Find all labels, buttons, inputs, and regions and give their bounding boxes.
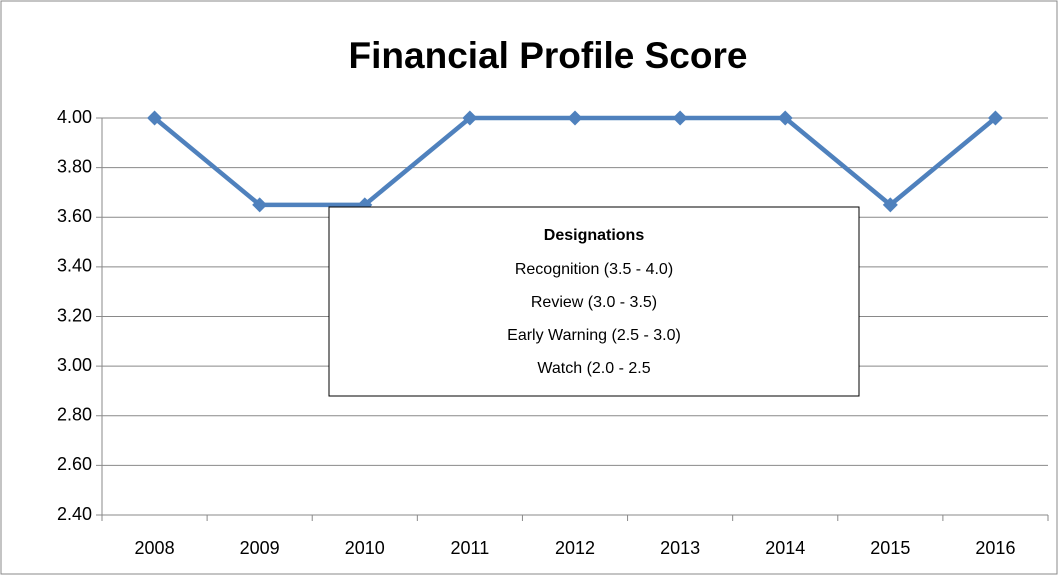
y-tick-label: 2.40 <box>57 504 92 524</box>
x-tick-label: 2010 <box>345 538 385 558</box>
y-tick-label: 2.60 <box>57 454 92 474</box>
annotation: Designations Recognition (3.5 - 4.0) Revie… <box>328 206 860 397</box>
x-tick-label: 2016 <box>975 538 1015 558</box>
chart-title: Financial Profile Score <box>349 35 748 76</box>
data-point <box>147 110 163 126</box>
x-tick-label: 2011 <box>451 538 490 558</box>
series-layer <box>147 110 1003 213</box>
annotation-line: Review (3.0 - 3.5) <box>531 294 657 311</box>
annotation-box <box>328 206 860 397</box>
y-tick-label: 3.80 <box>57 156 92 176</box>
data-point <box>882 197 898 213</box>
data-point <box>672 110 688 126</box>
y-tick-label: 3.00 <box>57 355 92 375</box>
x-tick-label: 2008 <box>135 538 175 558</box>
y-tick-label: 3.40 <box>57 256 92 276</box>
x-tick-label: 2012 <box>555 538 595 558</box>
annotation-title: Designations <box>544 227 645 244</box>
x-tick-label: 2014 <box>765 538 805 558</box>
annotation-line: Early Warning (2.5 - 3.0) <box>507 327 681 344</box>
axis-layer: 2.40 2.60 2.80 3.00 3.20 3.40 3.60 3.80 4.00 2008… <box>57 107 1049 558</box>
x-tick-label: 2015 <box>870 538 910 558</box>
y-tick-label: 3.20 <box>57 305 92 325</box>
y-tick-label: 4.00 <box>57 107 92 127</box>
x-tick-label: 2013 <box>660 538 700 558</box>
data-point <box>462 110 478 126</box>
y-tick-label: 3.60 <box>57 206 92 226</box>
data-point <box>987 110 1003 126</box>
annotation-line: Recognition (3.5 - 4.0) <box>515 261 673 278</box>
x-tick-label: 2009 <box>240 538 280 558</box>
data-point <box>777 110 793 126</box>
y-tick-label: 2.80 <box>57 405 92 425</box>
annotation-line: Watch (2.0 - 2.5 <box>537 360 650 377</box>
data-point <box>567 110 583 126</box>
data-point <box>252 197 268 213</box>
